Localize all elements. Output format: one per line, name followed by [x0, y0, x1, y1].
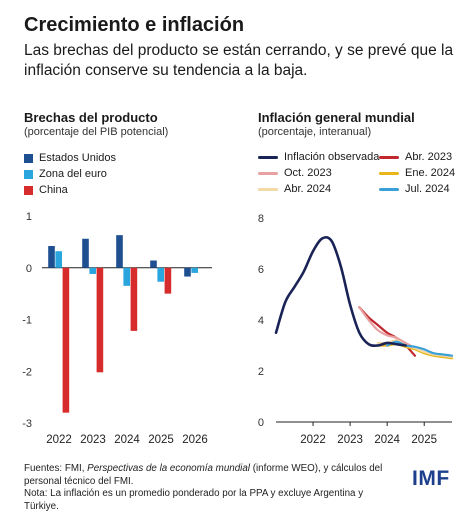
x-tick-label: 2024 — [374, 434, 400, 446]
bar-zona-del-euro-2026 — [191, 267, 198, 273]
left-panel-units: (porcentaje del PIB potencial) — [24, 126, 169, 138]
bar-china-2025 — [164, 267, 172, 294]
output-gap-bar-chart: 1 0 -1 -2 -3 2022 2023 2024 2025 2026 — [22, 211, 212, 446]
bar-zona-del-euro-2023 — [89, 267, 96, 274]
bar-estados-unidos-2024 — [116, 235, 123, 268]
y-tick-label: 6 — [258, 264, 264, 276]
y-tick-label: 4 — [258, 315, 264, 327]
right-panel-title: Inflación general mundial — [258, 110, 415, 125]
legend-item-observed: Inflación observada — [258, 151, 379, 163]
bar-estados-unidos-2025 — [150, 260, 157, 268]
bar-estados-unidos-2026 — [184, 267, 191, 277]
legend-item-apr2023: Abr. 2023 — [379, 151, 452, 163]
x-tick-label: 2023 — [337, 434, 363, 446]
y-tick-label: -3 — [22, 418, 32, 430]
footer-sources: Fuentes: FMI, Perspectivas de la economí… — [24, 463, 383, 487]
legend-line-apr2024 — [258, 187, 278, 191]
footer-note: Nota: La inflación es un promedio ponder… — [24, 488, 364, 512]
y-tick-label: 8 — [258, 213, 264, 225]
page-subtitle: Las brechas del producto se están cerran… — [24, 42, 454, 79]
line-oct-2023 — [358, 306, 417, 350]
line-abr-2023 — [358, 306, 417, 357]
x-tick-label: 2022 — [300, 434, 326, 446]
bar-china-2023 — [96, 267, 104, 373]
y-tick-label: 1 — [26, 211, 32, 223]
y-tick-label: 0 — [258, 417, 264, 429]
inflation-line-chart: 0 2 4 6 8 2022 2023 2024 2025 — [258, 213, 454, 446]
legend-line-jan2024 — [379, 171, 399, 175]
legend-label-china: China — [39, 184, 68, 196]
legend-swatch-us — [24, 153, 33, 163]
line-inflacion-observada — [274, 235, 407, 348]
legend-label-observed: Inflación observada — [284, 151, 380, 163]
y-tick-label: -2 — [22, 366, 32, 378]
right-panel-units: (porcentaje, interanual) — [258, 126, 372, 138]
bar-china-2022 — [62, 267, 70, 413]
y-tick-label: -1 — [22, 315, 32, 327]
legend-item-oct2023: Oct. 2023 — [258, 167, 332, 179]
legend-item-jul2024: Jul. 2024 — [379, 183, 450, 195]
legend-item-jan2024: Ene. 2024 — [379, 167, 455, 179]
legend-swatch-china — [24, 185, 33, 195]
footer-sources-publication: Perspectivas de la economía mundial — [87, 463, 250, 474]
bar-zona-del-euro-2022 — [55, 251, 62, 268]
legend-line-oct2023 — [258, 171, 278, 175]
legend-label-jan2024: Ene. 2024 — [405, 167, 456, 179]
legend-label-us: Estados Unidos — [39, 152, 117, 164]
imf-logo: IMF — [412, 467, 450, 490]
bar-zona-del-euro-2025 — [157, 267, 164, 282]
legend-label-apr2024: Abr. 2024 — [284, 183, 332, 195]
page-title: Crecimiento e inflación — [24, 14, 245, 36]
x-tick-label: 2023 — [80, 434, 106, 446]
footer-notes: Fuentes: FMI, Perspectivas de la economí… — [24, 463, 384, 513]
y-tick-label: 2 — [258, 366, 264, 378]
legend-item-euro: Zona del euro — [24, 168, 107, 180]
x-tick-label: 2025 — [148, 434, 174, 446]
legend-label-jul2024: Jul. 2024 — [405, 183, 450, 195]
bar-zona-del-euro-2024 — [123, 267, 130, 286]
legend-item-us: Estados Unidos — [24, 152, 116, 164]
legend-label-euro: Zona del euro — [39, 168, 107, 180]
bar-estados-unidos-2023 — [82, 238, 89, 268]
left-panel-title: Brechas del producto — [24, 110, 158, 125]
legend-label-oct2023: Oct. 2023 — [284, 167, 332, 179]
legend-item-apr2024: Abr. 2024 — [258, 183, 331, 195]
x-tick-label: 2024 — [114, 434, 140, 446]
legend-line-apr2023 — [379, 155, 399, 159]
x-tick-label: 2025 — [411, 434, 437, 446]
bar-china-2024 — [130, 267, 138, 331]
x-tick-label: 2022 — [46, 434, 72, 446]
legend-swatch-euro — [24, 169, 33, 179]
legend-item-china: China — [24, 184, 68, 196]
y-tick-label: 0 — [26, 263, 32, 275]
bar-estados-unidos-2022 — [48, 246, 55, 268]
x-tick-label: 2026 — [182, 434, 208, 446]
line-jul-2024 — [386, 340, 454, 357]
legend-label-apr2023: Abr. 2023 — [405, 151, 453, 163]
legend-line-observed — [258, 155, 278, 159]
legend-line-jul2024 — [379, 187, 399, 191]
